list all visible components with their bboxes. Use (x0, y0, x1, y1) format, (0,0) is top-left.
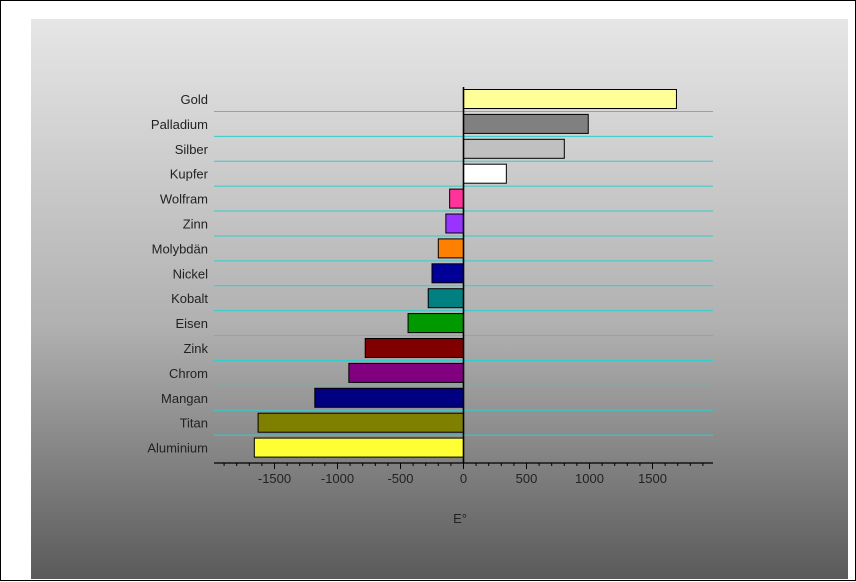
bar-zink (364, 338, 465, 358)
category-label: Kobalt (171, 291, 208, 306)
bar-wolfram (449, 188, 464, 209)
category-label: Aluminium (147, 441, 208, 456)
category-label: Kupfer (170, 167, 209, 182)
category-label: Eisen (175, 316, 208, 331)
category-label: Zinn (183, 217, 208, 232)
bar-palladium (463, 113, 589, 134)
category-label: Wolfram (160, 192, 208, 207)
bar-molybdän (437, 238, 464, 259)
x-tick-label: 1500 (638, 471, 667, 486)
category-label: Titan (180, 416, 208, 431)
category-label: Gold (181, 92, 208, 107)
bar-aluminium (253, 437, 464, 458)
bar-chrom (348, 362, 464, 383)
x-tick-label: -500 (387, 471, 413, 486)
bar-gold (463, 89, 677, 109)
category-labels: Gold Palladium Silber Kupfer Wolfram Zinn Moly… (147, 92, 208, 456)
category-label: Zink (183, 341, 208, 356)
bar-kobalt (427, 288, 464, 309)
x-axis-label: E° (453, 511, 467, 526)
bar-mangan (314, 387, 464, 408)
x-tick-label: -1500 (258, 471, 291, 486)
x-tick-label: 500 (516, 471, 538, 486)
category-label: Chrom (169, 366, 208, 381)
x-tick-label: 1000 (575, 471, 604, 486)
axes (214, 87, 713, 469)
x-axis-title: E° (453, 511, 467, 526)
bar-silber (463, 138, 565, 159)
x-tick-label: -1000 (321, 471, 354, 486)
bar-zinn (445, 213, 464, 234)
bar-titan (257, 412, 465, 433)
category-label: Mangan (161, 391, 208, 406)
bar-nickel (431, 263, 464, 284)
category-label: Nickel (173, 266, 209, 281)
bar-eisen (407, 313, 464, 334)
category-label: Molybdän (152, 241, 208, 256)
bars (253, 89, 677, 458)
x-tick-labels: -1500 -1000 -500 0 500 1000 1500 (258, 471, 667, 486)
x-tick-label: 0 (460, 471, 467, 486)
bar-kupfer (463, 163, 507, 184)
category-label: Silber (175, 142, 209, 157)
category-label: Palladium (151, 117, 208, 132)
